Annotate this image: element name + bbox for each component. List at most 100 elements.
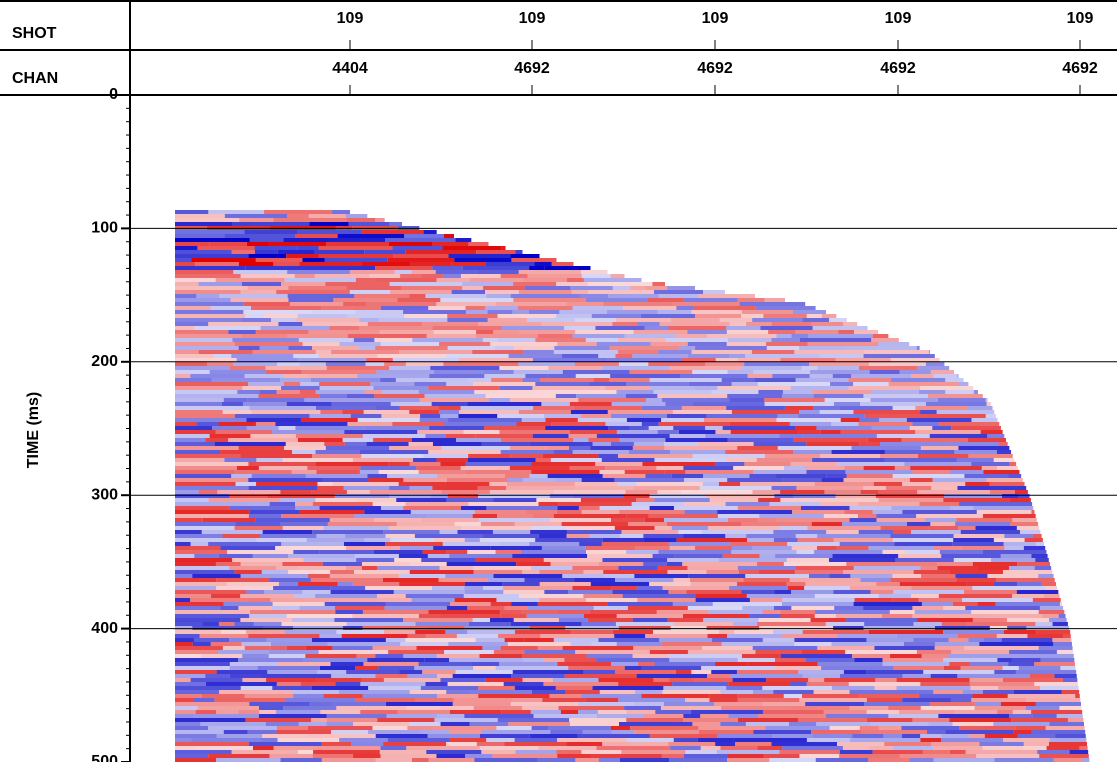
trace-amplitude xyxy=(429,426,484,430)
trace-amplitude xyxy=(848,682,921,686)
trace-amplitude xyxy=(850,574,893,578)
trace-amplitude xyxy=(589,382,627,386)
trace-amplitude xyxy=(302,258,325,262)
trace-amplitude xyxy=(983,726,1016,730)
trace-amplitude xyxy=(693,402,765,406)
trace-amplitude xyxy=(636,482,703,486)
trace-amplitude xyxy=(175,218,240,222)
trace-amplitude xyxy=(815,758,869,762)
trace-amplitude xyxy=(242,654,269,658)
trace-amplitude xyxy=(265,722,299,726)
trace-amplitude xyxy=(345,546,400,550)
trace-amplitude xyxy=(175,734,217,738)
trace-amplitude xyxy=(786,558,830,562)
trace-amplitude xyxy=(515,750,557,754)
trace-amplitude xyxy=(649,494,707,498)
trace-amplitude xyxy=(464,538,480,542)
trace-amplitude xyxy=(537,646,563,650)
trace-amplitude xyxy=(611,662,639,666)
trace-amplitude xyxy=(496,598,540,602)
trace-amplitude xyxy=(464,586,484,590)
trace-amplitude xyxy=(315,594,377,598)
trace-amplitude xyxy=(949,718,1012,722)
trace-amplitude xyxy=(433,726,497,730)
trace-amplitude xyxy=(479,538,536,542)
trace-amplitude xyxy=(539,570,584,574)
trace-amplitude xyxy=(581,622,616,626)
trace-amplitude xyxy=(175,302,244,306)
trace-amplitude xyxy=(386,714,438,718)
trace-amplitude xyxy=(200,654,243,658)
trace-amplitude xyxy=(878,594,912,598)
trace-amplitude xyxy=(457,530,493,534)
trace-amplitude xyxy=(433,546,491,550)
trace-amplitude xyxy=(588,438,620,442)
trace-amplitude xyxy=(564,326,596,330)
trace-amplitude xyxy=(376,370,434,374)
trace-amplitude xyxy=(615,622,674,626)
trace-amplitude xyxy=(273,218,347,222)
trace-amplitude xyxy=(727,518,758,522)
trace-amplitude xyxy=(442,246,502,250)
trace-amplitude xyxy=(548,374,576,378)
trace-amplitude xyxy=(175,574,193,578)
trace-amplitude xyxy=(658,350,692,354)
trace-amplitude xyxy=(374,338,413,342)
trace-amplitude xyxy=(374,406,400,410)
trace-amplitude xyxy=(673,738,698,742)
trace-amplitude xyxy=(175,506,230,510)
trace-amplitude xyxy=(468,622,511,626)
trace-amplitude xyxy=(977,566,1009,570)
trace-amplitude xyxy=(528,310,560,314)
trace-amplitude xyxy=(331,702,386,706)
trace-amplitude xyxy=(583,570,604,574)
trace-amplitude xyxy=(247,286,289,290)
trace-amplitude xyxy=(846,618,918,622)
trace-amplitude xyxy=(776,418,841,422)
trace-amplitude xyxy=(513,282,557,286)
trace-amplitude xyxy=(587,618,633,622)
trace-amplitude xyxy=(460,274,501,278)
trace-amplitude xyxy=(516,422,552,426)
trace-amplitude xyxy=(233,362,278,366)
trace-amplitude xyxy=(255,518,330,522)
trace-amplitude xyxy=(397,298,441,302)
trace-amplitude xyxy=(589,610,657,614)
trace-amplitude xyxy=(373,550,423,554)
trace-amplitude xyxy=(321,758,376,762)
trace-amplitude xyxy=(193,698,215,702)
trace-amplitude xyxy=(430,494,448,498)
trace-amplitude xyxy=(558,502,632,506)
trace-amplitude xyxy=(1014,490,1028,494)
trace-amplitude xyxy=(817,662,883,666)
trace-amplitude xyxy=(175,310,244,314)
trace-amplitude xyxy=(302,706,337,710)
y-tick-label: 400 xyxy=(91,620,118,637)
trace-amplitude xyxy=(284,278,356,282)
trace-amplitude xyxy=(598,758,620,762)
trace-amplitude xyxy=(449,710,502,714)
trace-amplitude xyxy=(786,582,806,586)
trace-amplitude xyxy=(518,594,584,598)
trace-amplitude xyxy=(602,558,668,562)
trace-amplitude xyxy=(655,710,692,714)
trace-amplitude xyxy=(261,570,289,574)
trace-amplitude xyxy=(175,238,250,242)
trace-amplitude xyxy=(298,338,354,342)
trace-amplitude xyxy=(407,726,434,730)
trace-amplitude xyxy=(999,606,1040,610)
trace-amplitude xyxy=(482,646,501,650)
trace-amplitude xyxy=(766,678,809,682)
trace-amplitude xyxy=(607,602,673,606)
trace-amplitude xyxy=(276,730,332,734)
trace-amplitude xyxy=(207,362,234,366)
trace-amplitude xyxy=(389,486,410,490)
trace-amplitude xyxy=(175,666,230,670)
trace-amplitude xyxy=(795,330,839,334)
trace-amplitude xyxy=(287,214,309,218)
trace-amplitude xyxy=(791,590,834,594)
trace-amplitude xyxy=(782,394,814,398)
trace-amplitude xyxy=(175,370,210,374)
trace-amplitude xyxy=(364,390,383,394)
trace-amplitude xyxy=(854,658,883,662)
